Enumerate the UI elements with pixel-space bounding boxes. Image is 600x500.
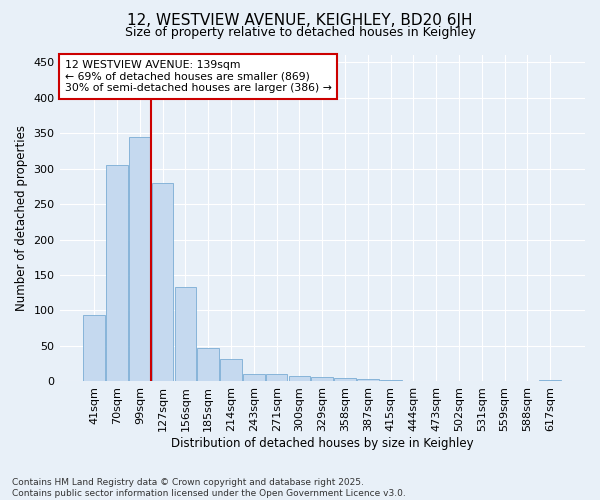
Text: 12, WESTVIEW AVENUE, KEIGHLEY, BD20 6JH: 12, WESTVIEW AVENUE, KEIGHLEY, BD20 6JH [127, 12, 473, 28]
Bar [106, 165, 128, 382]
Bar [266, 374, 287, 382]
Bar [243, 374, 265, 382]
Bar [494, 380, 515, 382]
Bar [152, 182, 173, 382]
Bar [539, 380, 561, 382]
Bar [83, 316, 105, 382]
Bar [311, 377, 333, 382]
Bar [357, 380, 379, 382]
Bar [197, 348, 219, 382]
Bar [220, 360, 242, 382]
Text: 12 WESTVIEW AVENUE: 139sqm
← 69% of detached houses are smaller (869)
30% of sem: 12 WESTVIEW AVENUE: 139sqm ← 69% of deta… [65, 60, 332, 93]
Bar [334, 378, 356, 382]
Bar [380, 380, 401, 382]
Bar [175, 287, 196, 382]
X-axis label: Distribution of detached houses by size in Keighley: Distribution of detached houses by size … [171, 437, 473, 450]
Y-axis label: Number of detached properties: Number of detached properties [15, 125, 28, 311]
Bar [403, 380, 424, 382]
Text: Size of property relative to detached houses in Keighley: Size of property relative to detached ho… [125, 26, 475, 39]
Bar [129, 136, 151, 382]
Bar [289, 376, 310, 382]
Text: Contains HM Land Registry data © Crown copyright and database right 2025.
Contai: Contains HM Land Registry data © Crown c… [12, 478, 406, 498]
